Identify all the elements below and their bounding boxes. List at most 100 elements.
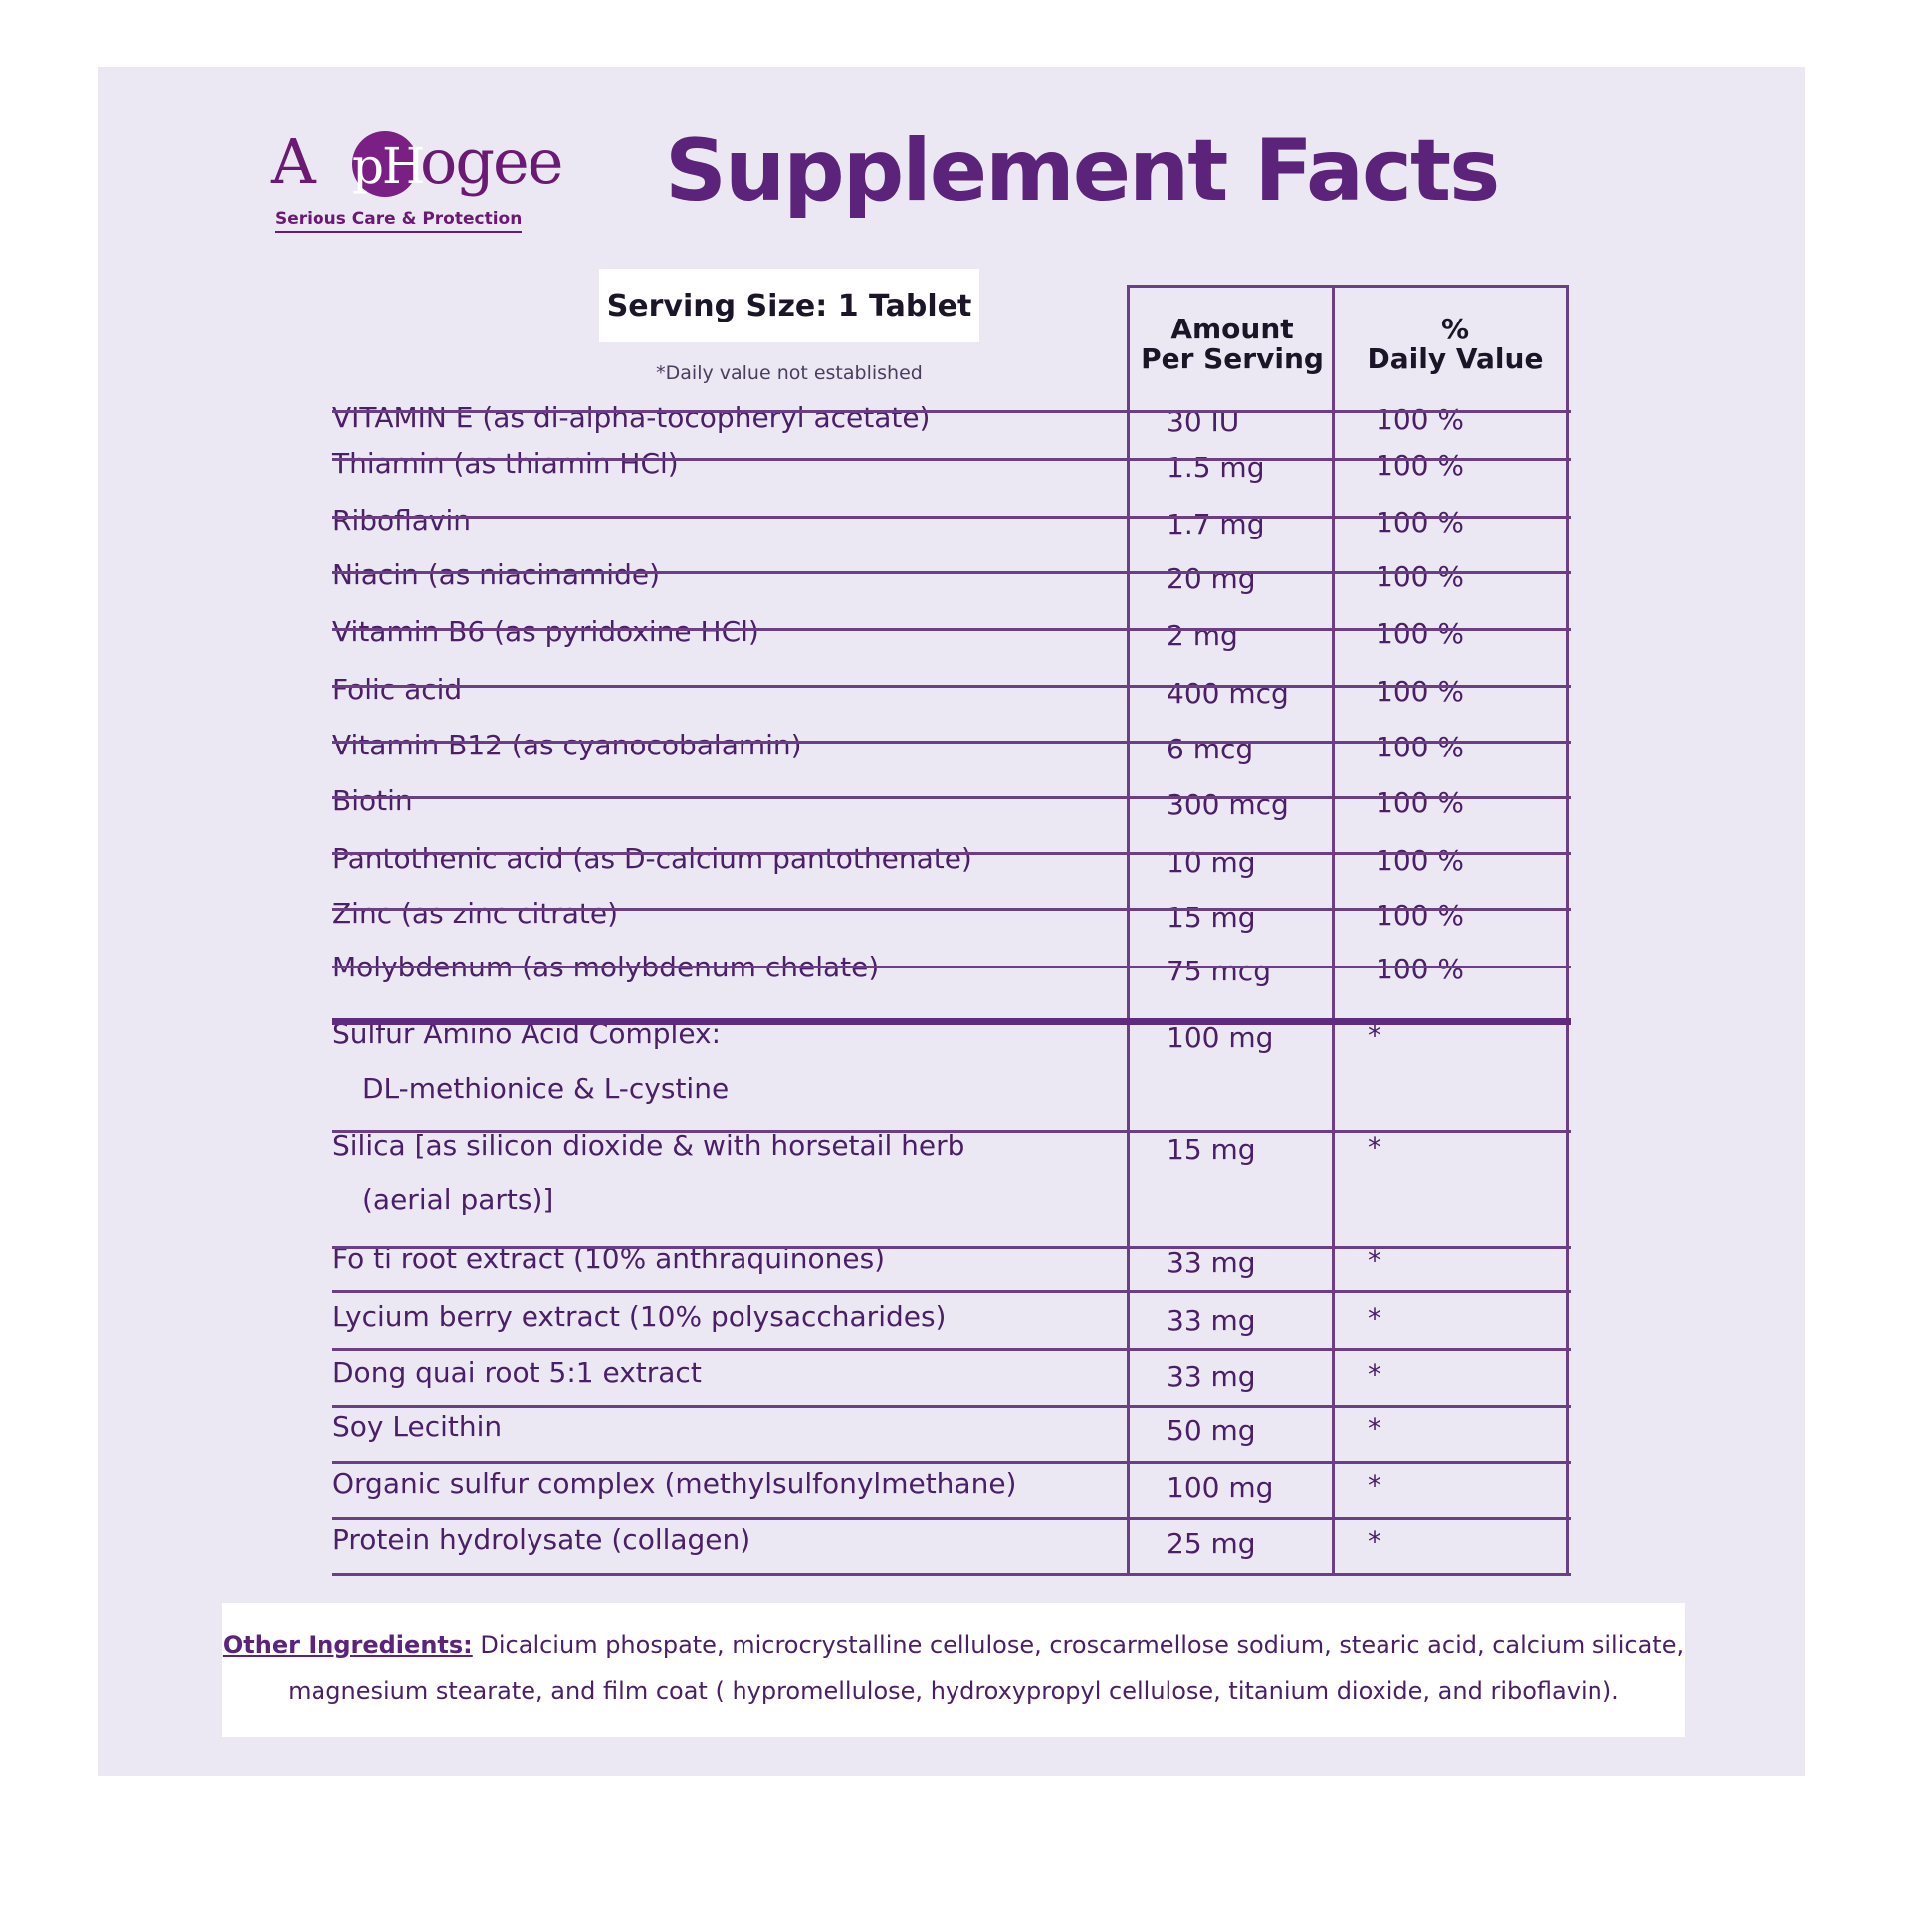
ingredient-name: Biotin: [332, 784, 413, 817]
table-row-rule: [332, 1461, 1571, 1464]
table-row-rule: [332, 1573, 1571, 1576]
ingredient-amount: 20 mg: [1167, 562, 1256, 595]
ingredient-daily-value: 100 %: [1376, 844, 1464, 877]
ingredient-amount: 400 mcg: [1167, 677, 1289, 710]
table-row-rule: [332, 796, 1571, 799]
header-amount: Amount Per Serving: [1133, 315, 1332, 374]
other-ingredients-text: Dicalcium phospate, microcrystalline cel…: [288, 1631, 1685, 1705]
brand-tagline: Serious Care & Protection: [275, 209, 523, 233]
ingredient-amount: 33 mg: [1167, 1360, 1256, 1393]
table-row-rule: [332, 516, 1571, 519]
header-dv-line1: %: [1440, 313, 1470, 345]
ingredient-name: Riboflavin: [332, 504, 472, 537]
ingredient-daily-value: 100 %: [1376, 617, 1464, 650]
ingredient-amount: 6 mcg: [1167, 733, 1254, 765]
ingredient-amount: 1.7 mg: [1167, 508, 1265, 540]
ingredient-daily-value: *: [1368, 1244, 1381, 1277]
brand-logo: A pH ogee Serious Care & Protection: [271, 117, 569, 242]
table-row-rule: [332, 852, 1571, 855]
ingredient-name: Protein hydrolysate (collagen): [332, 1523, 751, 1556]
ingredient-daily-value: 100 %: [1376, 675, 1464, 708]
ingredient-name: Pantothenic acid (as D-calcium pantothen…: [332, 842, 972, 875]
ingredient-daily-value: *: [1368, 1302, 1381, 1335]
ingredient-amount: 100 mg: [1167, 1471, 1274, 1504]
table-row-rule: [332, 458, 1571, 461]
ingredient-name: Dong quai root 5:1 extract: [332, 1356, 702, 1389]
table-top-rule: [1127, 285, 1569, 288]
ingredient-amount: 50 mg: [1167, 1414, 1256, 1447]
table-row-rule: [332, 1517, 1571, 1520]
ingredient-daily-value: 100 %: [1376, 560, 1464, 593]
table-column-rule: [1332, 285, 1335, 1575]
table-row-rule: [332, 1130, 1571, 1133]
ingredient-daily-value: *: [1368, 1412, 1381, 1445]
ingredient-amount: 10 mg: [1167, 846, 1256, 879]
table-row-rule: [332, 685, 1571, 688]
ingredient-daily-value: *: [1368, 1469, 1381, 1502]
ingredient-daily-value: 100 %: [1376, 731, 1464, 763]
header-dv-line2: Daily Value: [1367, 342, 1544, 375]
supplement-table: Amount Per Serving % Daily Value VITAMIN…: [332, 285, 1577, 1576]
ingredient-name: Vitamin B6 (as pyridoxine HCl): [332, 615, 759, 648]
other-ingredients: Other Ingredients: Dicalcium phospate, m…: [222, 1603, 1685, 1737]
ingredient-daily-value: 100 %: [1376, 899, 1464, 932]
page-title: Supplement Facts: [665, 121, 1500, 221]
table-row-rule: [332, 571, 1571, 574]
ingredient-name: Vitamin B12 (as cyanocobalamin): [332, 729, 802, 761]
table-row-rule: [332, 628, 1571, 631]
ingredient-name: VITAMIN E (as di-alpha-tocopheryl acetat…: [332, 401, 931, 434]
ingredient-amount: 15 mg: [1167, 901, 1256, 934]
ingredient-name: Silica [as silicon dioxide & with horset…: [332, 1129, 965, 1216]
table-row-rule: [332, 966, 1571, 968]
ingredient-name: Thiamin (as thiamin HCl): [332, 447, 679, 480]
ingredient-daily-value: 100 %: [1376, 953, 1464, 985]
table-row-rule: [332, 1290, 1571, 1293]
ingredient-daily-value: 100 %: [1376, 786, 1464, 819]
label-panel: [98, 67, 1805, 1776]
daily-value-note: *Daily value not established: [656, 362, 923, 384]
ingredient-daily-value: 100 %: [1376, 403, 1464, 436]
ingredient-name: Zinc (as zinc citrate): [332, 897, 619, 930]
ingredient-name: Sulfur Amino Acid Complex: DL-methionice …: [332, 1017, 730, 1105]
table-row-rule: [332, 1405, 1571, 1408]
table-row-rule: [332, 1018, 1571, 1025]
ingredient-daily-value: *: [1368, 1131, 1381, 1164]
ingredient-daily-value: 100 %: [1376, 506, 1464, 538]
table-row-rule: [332, 908, 1571, 911]
brand-ogee: ogee: [420, 125, 563, 198]
ingredient-name: Niacin (as niacinamide): [332, 558, 661, 591]
ingredient-amount: 300 mcg: [1167, 788, 1289, 821]
ingredient-daily-value: 100 %: [1376, 449, 1464, 482]
ingredient-amount: 15 mg: [1167, 1133, 1256, 1166]
brand-ph: pH: [352, 137, 426, 195]
ingredient-amount: 1.5 mg: [1167, 451, 1265, 484]
table-row-rule: [332, 410, 1571, 413]
ingredient-subname: DL-methionice & L-cystine: [362, 1072, 730, 1105]
ingredient-daily-value: *: [1368, 1358, 1381, 1391]
ingredient-amount: 100 mg: [1167, 1021, 1274, 1054]
table-row-rule: [332, 1348, 1571, 1351]
table-row-rule: [332, 1246, 1571, 1249]
ingredient-amount: 33 mg: [1167, 1304, 1256, 1337]
table-column-rule: [1566, 285, 1569, 1575]
ingredient-name: Folic acid: [332, 673, 463, 706]
brand-letter-a: A: [271, 125, 316, 198]
ingredient-amount: 2 mg: [1167, 619, 1238, 652]
header-amount-line2: Per Serving: [1141, 342, 1324, 375]
table-row-rule: [332, 741, 1571, 744]
ingredient-name: Lycium berry extract (10% polysaccharide…: [332, 1300, 947, 1333]
brand-circle-icon: pH: [352, 131, 426, 197]
header-daily-value: % Daily Value: [1338, 315, 1573, 374]
ingredient-amount: 25 mg: [1167, 1527, 1256, 1560]
table-column-rule: [1127, 285, 1130, 1575]
other-ingredients-label: Other Ingredients:: [222, 1631, 473, 1659]
ingredient-daily-value: *: [1368, 1019, 1381, 1052]
brand-wordmark: A pH ogee: [271, 117, 569, 207]
ingredient-amount: 75 mcg: [1167, 955, 1271, 987]
ingredient-amount: 33 mg: [1167, 1246, 1256, 1279]
header-amount-line1: Amount: [1170, 313, 1294, 345]
ingredient-daily-value: *: [1368, 1525, 1381, 1558]
ingredient-name: Soy Lecithin: [332, 1410, 503, 1443]
ingredient-subname: (aerial parts)]: [362, 1183, 554, 1216]
serving-size: Serving Size: 1 Tablet: [599, 269, 979, 342]
